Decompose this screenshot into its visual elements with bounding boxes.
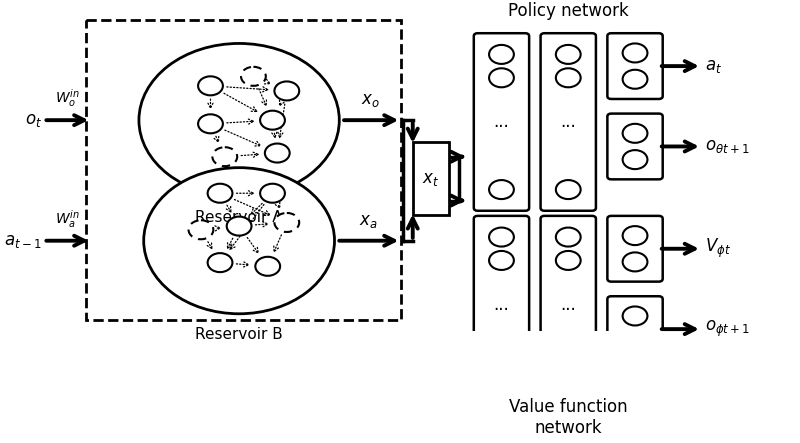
FancyBboxPatch shape [474,33,529,211]
Circle shape [556,68,581,87]
Circle shape [212,147,237,166]
Text: ...: ... [494,113,510,131]
Text: ...: ... [560,113,576,131]
Circle shape [622,124,647,143]
Text: Reservoir B: Reservoir B [195,327,283,342]
Text: $o_{\theta t+1}$: $o_{\theta t+1}$ [705,137,749,155]
Circle shape [489,363,514,382]
Text: Reservoir A: Reservoir A [195,210,283,225]
Circle shape [208,253,233,272]
Circle shape [208,184,233,203]
Text: $W_a^{in}$: $W_a^{in}$ [55,208,80,230]
Text: $V_{\phi t}$: $V_{\phi t}$ [705,237,730,260]
Circle shape [489,180,514,199]
Circle shape [241,67,266,86]
Circle shape [260,184,285,203]
Circle shape [622,150,647,169]
Circle shape [139,43,339,197]
Circle shape [622,307,647,326]
Circle shape [189,220,214,239]
FancyBboxPatch shape [607,296,662,362]
FancyBboxPatch shape [607,33,662,99]
Circle shape [622,226,647,245]
Text: Value function
network: Value function network [509,398,627,437]
FancyBboxPatch shape [413,142,449,215]
Circle shape [274,213,299,232]
Circle shape [622,43,647,62]
Circle shape [274,82,299,101]
Circle shape [489,45,514,64]
FancyBboxPatch shape [607,216,662,282]
Circle shape [556,363,581,382]
FancyBboxPatch shape [607,113,662,179]
FancyBboxPatch shape [541,33,596,211]
Circle shape [226,217,251,236]
Circle shape [260,111,285,130]
Text: $a_{t-1}$: $a_{t-1}$ [4,232,42,250]
Circle shape [622,253,647,272]
Circle shape [556,251,581,270]
Text: Policy network: Policy network [508,2,629,20]
Circle shape [622,70,647,89]
Circle shape [265,144,290,163]
Circle shape [556,228,581,247]
Text: $x_a$: $x_a$ [358,212,378,230]
Text: ...: ... [560,295,576,314]
Text: $o_t$: $o_t$ [25,111,42,129]
Text: ...: ... [494,295,510,314]
Circle shape [489,68,514,87]
Circle shape [255,257,280,276]
Text: $x_t$: $x_t$ [422,170,439,188]
Circle shape [489,228,514,247]
Circle shape [198,114,223,133]
Circle shape [489,251,514,270]
Circle shape [144,167,334,314]
Circle shape [622,333,647,352]
Text: $x_o$: $x_o$ [362,91,380,109]
Text: $a_t$: $a_t$ [705,57,722,75]
FancyBboxPatch shape [541,216,596,393]
Circle shape [556,45,581,64]
Circle shape [198,76,223,95]
Text: $o_{\phi t+1}$: $o_{\phi t+1}$ [705,319,750,339]
Circle shape [556,180,581,199]
Text: $W_o^{in}$: $W_o^{in}$ [55,87,80,109]
FancyBboxPatch shape [474,216,529,393]
